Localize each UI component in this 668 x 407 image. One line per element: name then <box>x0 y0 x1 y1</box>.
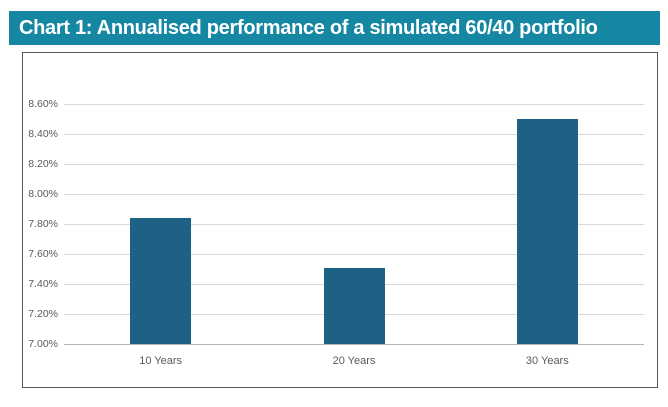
gridline <box>64 134 644 135</box>
bar-30-years <box>516 119 578 344</box>
gridline <box>64 194 644 195</box>
bar-20-years <box>323 267 385 344</box>
y-tick-label: 8.60% <box>28 98 58 110</box>
y-tick-label: 7.20% <box>28 308 58 320</box>
x-category-label: 20 Years <box>332 355 376 367</box>
gridline <box>64 254 644 255</box>
y-tick-label: 7.60% <box>28 248 58 260</box>
gridline <box>64 164 644 165</box>
y-tick-label: 8.20% <box>28 158 58 170</box>
gridline <box>64 224 644 225</box>
y-tick-label: 8.40% <box>28 128 58 140</box>
x-axis-line <box>64 344 644 345</box>
chart-title-bar: Chart 1: Annualised performance of a sim… <box>9 11 660 45</box>
x-category-label: 30 Years <box>525 355 569 367</box>
y-tick-label: 7.80% <box>28 218 58 230</box>
x-category-label: 10 Years <box>139 355 183 367</box>
y-tick-label: 7.40% <box>28 278 58 290</box>
bar-10-years <box>130 218 192 344</box>
y-tick-label: 8.00% <box>28 188 58 200</box>
chart-plot-area: 8.60% 8.40% 8.20% 8.00% 7.80% 7.60% 7.40% 7.20%… <box>22 52 658 388</box>
y-tick-label: 7.00% <box>28 338 58 350</box>
gridline <box>64 104 644 105</box>
